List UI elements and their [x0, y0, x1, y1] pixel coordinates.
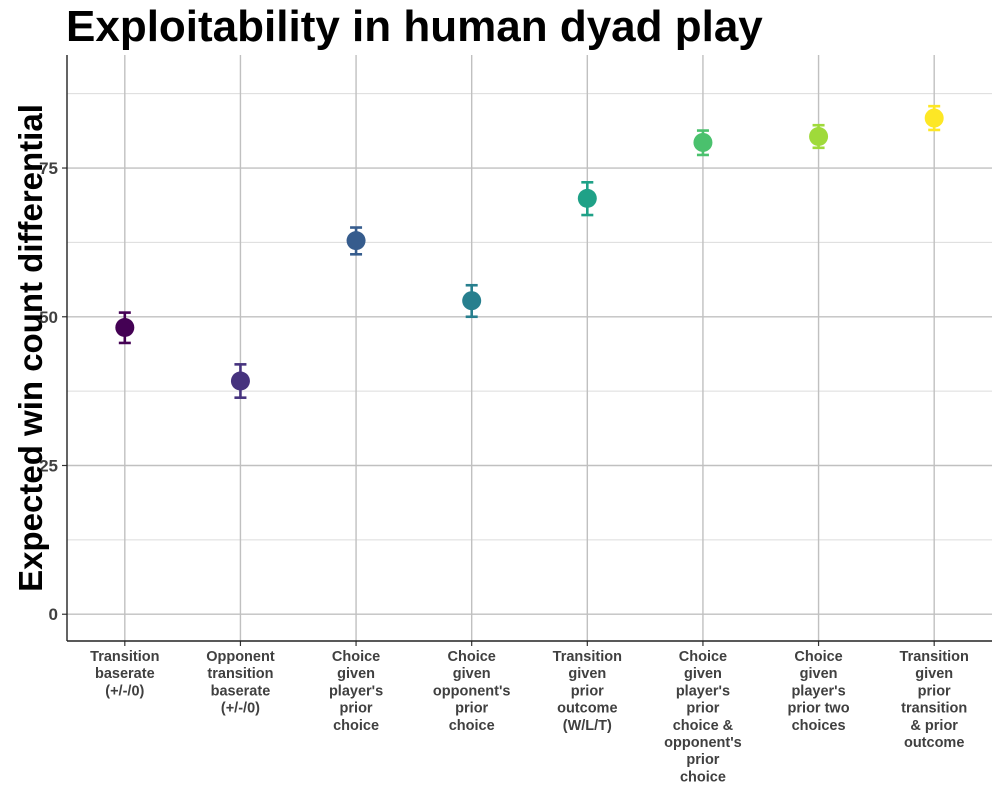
- x-tick-label-line: prior: [571, 683, 604, 699]
- x-tick-label-line: choices: [792, 718, 846, 734]
- x-tick-label-line: given: [568, 666, 606, 682]
- data-point: [462, 291, 482, 311]
- x-tick-label-line: choice: [449, 718, 495, 734]
- x-tick-label-line: Transition: [900, 649, 969, 665]
- x-tick-label-line: Choice: [794, 649, 842, 665]
- y-tick-label: 75: [39, 159, 58, 178]
- x-tick-label: Choice given opponent's prior choice: [433, 649, 511, 734]
- x-tick-label-line: prior: [686, 701, 719, 717]
- x-tick-label-line: given: [337, 666, 375, 682]
- x-tick-label-line: baserate: [95, 666, 155, 682]
- x-tick-label-line: given: [684, 666, 722, 682]
- x-tick-label-line: prior: [340, 701, 373, 717]
- x-tick-label: Choice given player's prior choice: [329, 649, 383, 734]
- axis-layer: [62, 55, 992, 646]
- x-tick-label: Transition given prior transition & prior out…: [900, 649, 969, 751]
- x-tick-label-line: Choice: [332, 649, 380, 665]
- x-tick-label-line: player's: [329, 683, 383, 699]
- x-tick-label-line: prior: [686, 752, 719, 768]
- x-tick-label-line: given: [453, 666, 491, 682]
- x-tick-label-line: (+/-/0): [221, 701, 260, 717]
- x-tick-label-line: Transition: [90, 649, 159, 665]
- data-point: [693, 132, 713, 152]
- grid-layer: [67, 55, 992, 641]
- data-point: [346, 231, 366, 251]
- data-point: [577, 188, 597, 208]
- x-tick-label-line: transition: [207, 666, 273, 682]
- x-tick-label-line: (+/-/0): [105, 683, 144, 699]
- x-tick-label: Choice given player's prior two choices: [788, 649, 850, 734]
- x-tick-label-line: opponent's: [664, 735, 742, 751]
- x-tick-label: Transition given prior outcome (W/L/T): [553, 649, 622, 734]
- x-tick-label-line: Choice: [679, 649, 727, 665]
- y-tick-label: 0: [49, 605, 58, 624]
- x-tick-label-line: prior: [455, 701, 488, 717]
- x-tick-label-line: outcome: [557, 701, 617, 717]
- y-tick-label: 25: [39, 456, 58, 475]
- x-tick-label-line: choice &: [673, 718, 734, 734]
- x-tick-label-line: choice: [680, 769, 726, 785]
- y-tick-label: 50: [39, 308, 58, 327]
- x-tick-label-line: (W/L/T): [563, 718, 612, 734]
- y-axis-title: Expected win count differential: [12, 104, 49, 592]
- x-tick-label: Opponent transition baserate (+/-/0): [206, 649, 275, 717]
- x-tick-label: Transition baserate (+/-/0): [90, 649, 159, 699]
- x-tick-label-line: & prior: [910, 718, 958, 734]
- x-tick-label-line: outcome: [904, 735, 964, 751]
- point-layer: [115, 108, 944, 391]
- data-point: [115, 317, 135, 337]
- x-tick-label-line: baserate: [211, 683, 271, 699]
- x-tick-label-line: prior two: [788, 701, 850, 717]
- x-tick-label-line: Choice: [448, 649, 496, 665]
- data-point: [230, 371, 250, 391]
- error-bar-layer: [118, 104, 941, 399]
- x-tick-label-line: player's: [676, 683, 730, 699]
- x-tick-label-line: given: [915, 666, 953, 682]
- data-point: [809, 127, 829, 147]
- x-tick-label-line: given: [800, 666, 838, 682]
- x-tick-label-line: player's: [791, 683, 845, 699]
- x-tick-label-line: choice: [333, 718, 379, 734]
- x-tick-label-line: Opponent: [206, 649, 275, 665]
- x-tick-label-line: opponent's: [433, 683, 511, 699]
- x-tick-label: Choice given player's prior choice & opponent…: [664, 649, 742, 785]
- x-tick-label-line: Transition: [553, 649, 622, 665]
- x-tick-label-line: transition: [901, 701, 967, 717]
- x-tick-label-line: prior: [918, 683, 951, 699]
- data-point: [924, 108, 944, 128]
- chart-title: Exploitability in human dyad play: [66, 2, 763, 51]
